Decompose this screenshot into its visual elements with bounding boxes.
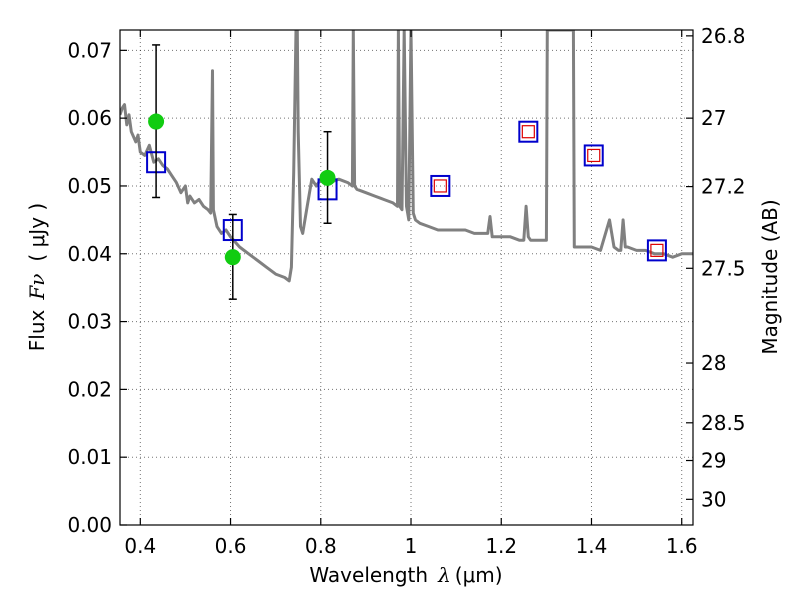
- y-tick-label: 0.07: [67, 38, 112, 62]
- model-photometry-box: [583, 144, 604, 167]
- plot-frame: [119, 29, 694, 526]
- mag-tick-label: 28: [701, 351, 726, 375]
- mag-tick-label: 27.5: [701, 256, 746, 280]
- mag-tick-label: 29: [701, 449, 726, 473]
- x-tick-label: 0.8: [305, 534, 337, 558]
- model-photometry-box: [430, 174, 451, 197]
- x-tick-label: 1.4: [576, 534, 608, 558]
- model-photometry-inner-box: [521, 125, 535, 139]
- model-photometry-box: [646, 239, 667, 262]
- axis-ticks: 0.4 0.6 0.8 1 1.2 1.4 1.6 0.00 0.01 0.02 0.03 0.04 0…: [67, 24, 745, 558]
- model-photometry-box: [518, 120, 539, 143]
- observed-photometry-point: [224, 249, 241, 266]
- observed-photometry-point: [148, 113, 165, 130]
- mag-tick-label: 26.8: [701, 24, 746, 48]
- y-tick-label: 0.06: [67, 106, 112, 130]
- x-tick-label: 0.4: [124, 534, 156, 558]
- x-tick-label: 1.2: [485, 534, 517, 558]
- y-axis-label: FluxFν( μJy ): [25, 203, 49, 351]
- x-axis-label: Wavelength λ (μm): [309, 563, 502, 587]
- grid-lines: [120, 30, 693, 526]
- series-layer: [120, 30, 693, 300]
- mag-tick-label: 27.2: [701, 175, 746, 199]
- x-tick-label: 0.6: [215, 534, 247, 558]
- x-tick-label: 1.6: [666, 534, 698, 558]
- y-tick-label: 0.03: [67, 310, 112, 334]
- y2-axis-label: Magnitude (AB): [758, 199, 782, 354]
- y-tick-label: 0.00: [67, 513, 112, 537]
- y-tick-label: 0.05: [67, 174, 112, 198]
- mag-tick-label: 27: [701, 106, 726, 130]
- model-photometry-inner-box: [433, 179, 447, 193]
- x-tick-label: 1: [405, 534, 418, 558]
- mag-tick-label: 30: [701, 487, 726, 511]
- y-tick-label: 0.01: [67, 445, 112, 469]
- y-tick-label: 0.04: [67, 242, 112, 266]
- sed-spectrum-line: [120, 30, 693, 283]
- model-photometry-inner-box: [650, 243, 664, 257]
- y-tick-label: 0.02: [67, 377, 112, 401]
- model-photometry-inner-box: [587, 148, 601, 163]
- observed-photometry-point: [319, 169, 336, 186]
- mag-tick-label: 28.5: [701, 411, 746, 435]
